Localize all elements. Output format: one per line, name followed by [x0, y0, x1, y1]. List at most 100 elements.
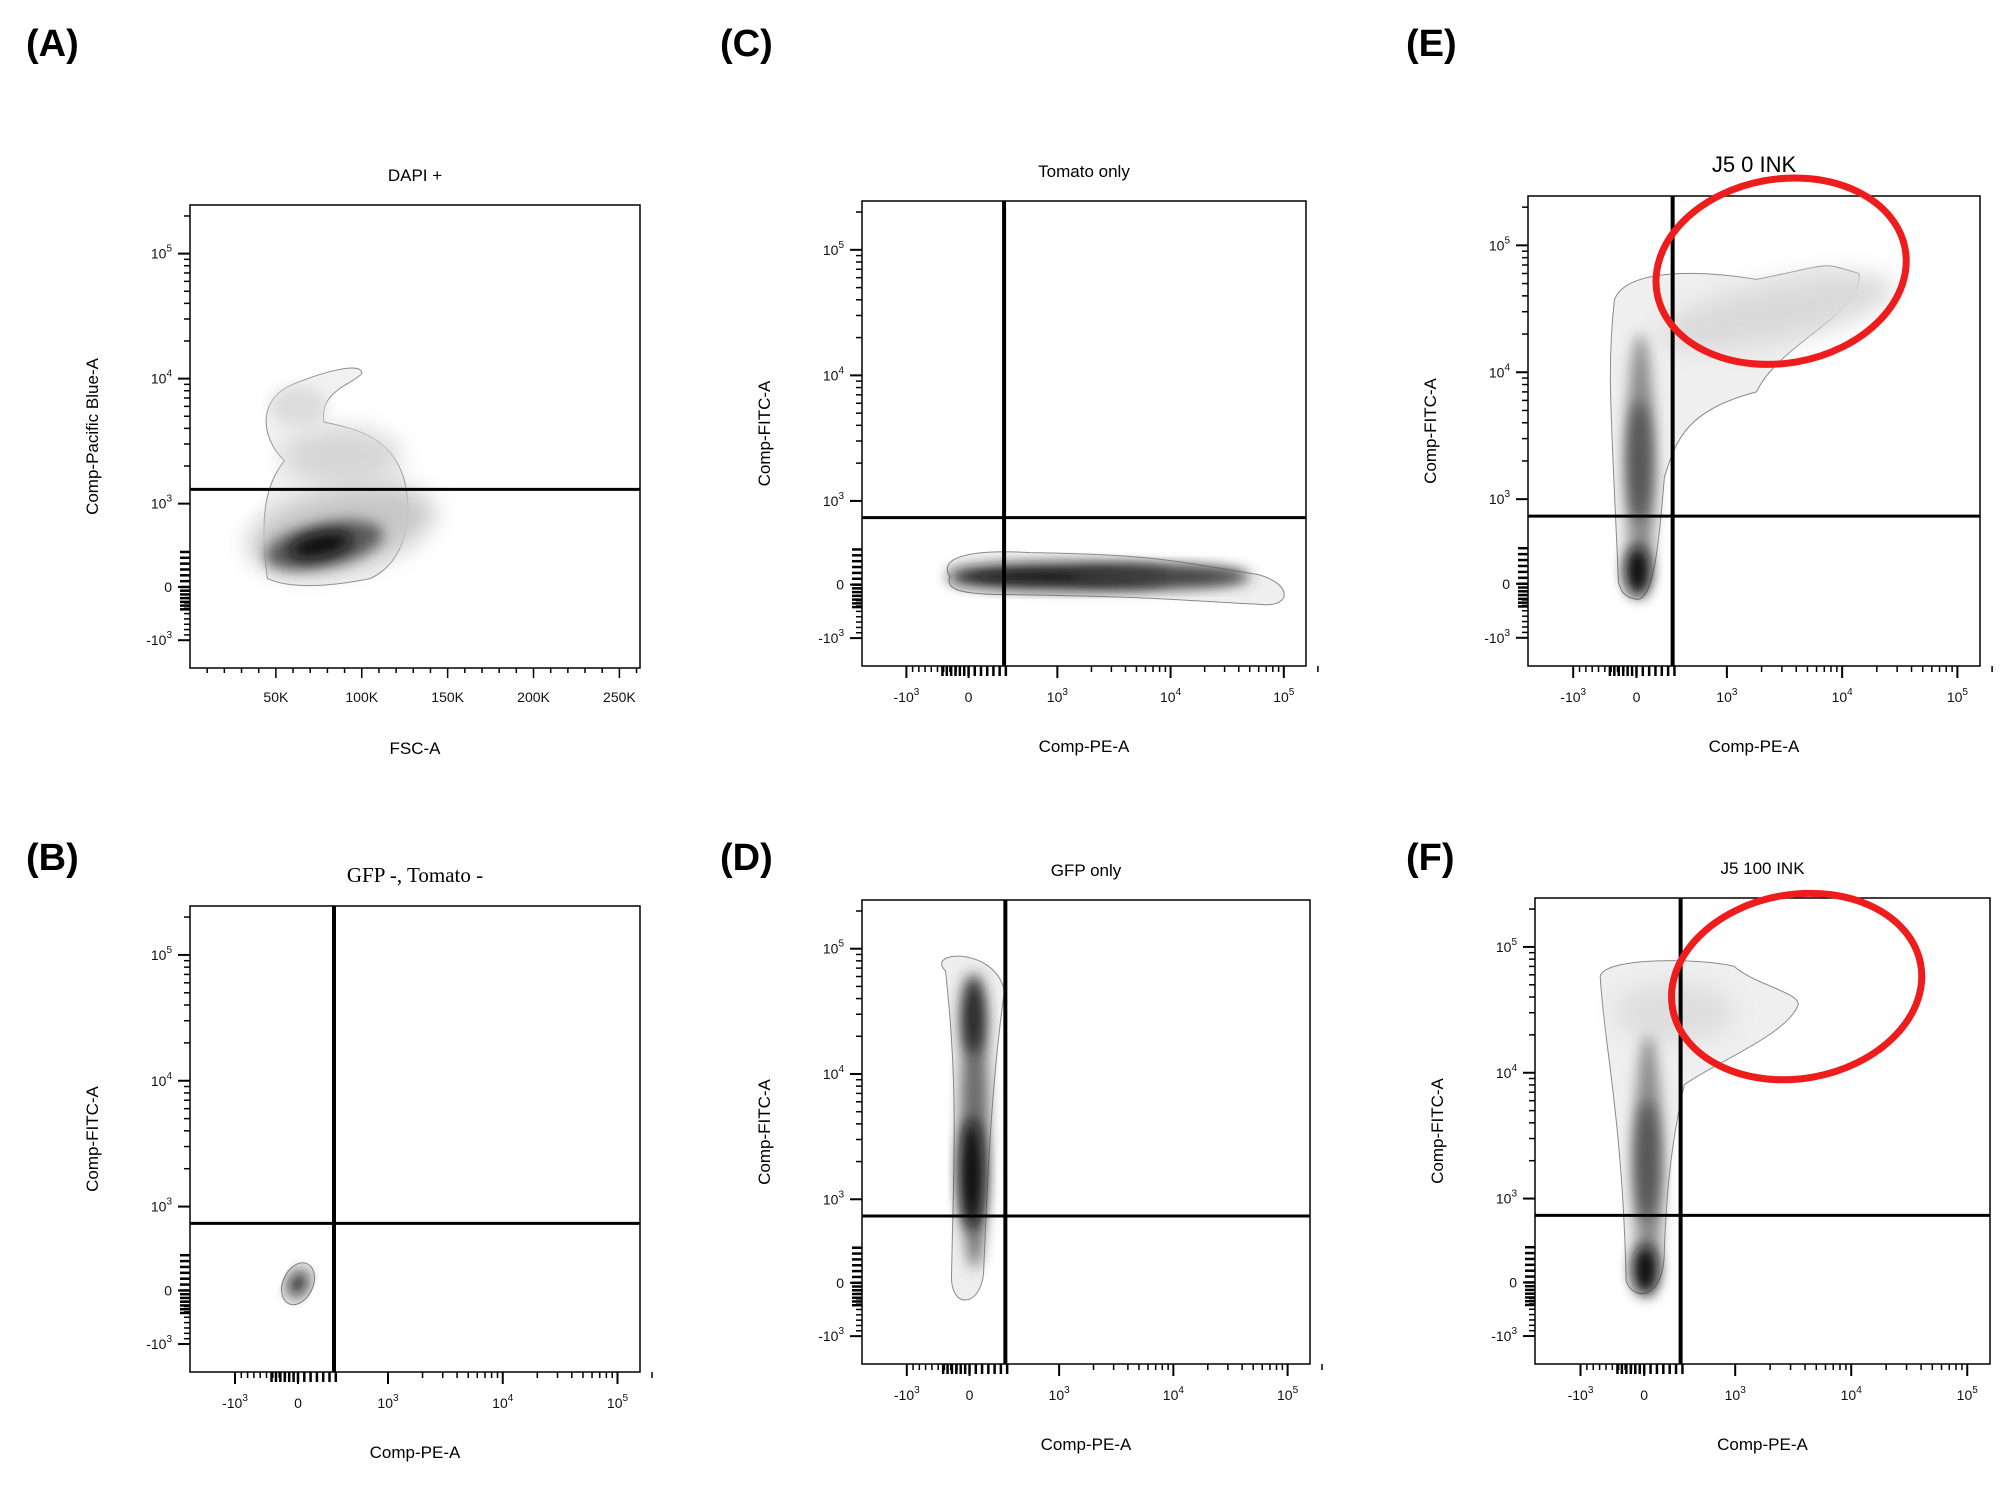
x-tick-label: 200K: [517, 689, 550, 705]
y-axis-label: Comp-FITC-A: [1421, 377, 1440, 483]
y-tick-label: 0: [164, 1282, 172, 1298]
y-tick-label: 104: [151, 369, 173, 387]
y-axis-label: Comp-FITC-A: [83, 1085, 102, 1191]
x-tick-label: 150K: [431, 689, 464, 705]
x-tick-label: 105: [1947, 687, 1969, 705]
y-tick-label: 105: [823, 939, 845, 957]
panel-label: (A): [26, 23, 79, 65]
chart-title: GFP only: [1051, 861, 1122, 880]
y-tick-label: 105: [823, 240, 845, 258]
panel-label: (C): [720, 23, 773, 65]
density-plot: [946, 551, 1285, 606]
x-tick-label: 104: [1841, 1385, 1863, 1403]
chart-title: GFP -, Tomato -: [347, 863, 483, 887]
panel-label: (B): [26, 837, 79, 879]
x-tick-label: -103: [894, 687, 920, 705]
x-tick-label: 0: [1633, 689, 1641, 705]
y-tick-label: 105: [151, 244, 173, 262]
y-tick-label: 0: [836, 577, 844, 593]
x-tick-label: 105: [607, 1393, 629, 1411]
density-peak-lower: [959, 1118, 984, 1229]
y-tick-label: 104: [151, 1071, 173, 1089]
y-tick-label: 0: [1502, 576, 1510, 592]
density-upper-lobe: [270, 386, 327, 427]
x-tick-label: 105: [1273, 687, 1295, 705]
panel-label: (E): [1406, 23, 1457, 65]
chart-title: J5 100 INK: [1720, 859, 1805, 878]
y-tick-label: -103: [1484, 628, 1510, 646]
y-tick-label: 104: [823, 1064, 845, 1082]
panel-a: (A) DAPI + FSC-A Comp-Pacific Blue-A 105 104 1…: [26, 23, 641, 758]
chart-title: DAPI +: [388, 166, 442, 185]
density-plot: [281, 1262, 315, 1306]
y-tick-label: 103: [1489, 489, 1511, 507]
plot-frame: [189, 204, 641, 669]
y-tick-label: 103: [151, 494, 173, 512]
x-tick-label: 103: [1049, 1385, 1071, 1403]
y-tick-label: 103: [151, 1197, 173, 1215]
x-tick-label: 104: [1832, 687, 1854, 705]
x-tick-label: -103: [894, 1385, 920, 1403]
panel-b: (B) GFP -, Tomato - Comp-PE-A Comp-FITC-A 10…: [26, 837, 653, 1462]
y-tick-label: 105: [1496, 937, 1518, 955]
density-plot: [1599, 960, 1799, 1296]
x-axis-label: Comp-PE-A: [1041, 1435, 1132, 1454]
density-mid-lobe: [281, 428, 402, 485]
y-tick-label: -103: [146, 630, 172, 648]
x-tick-label: -103: [1568, 1385, 1594, 1403]
x-tick-label: 103: [1725, 1385, 1747, 1403]
y-tick-label: -103: [818, 1326, 844, 1344]
x-tick-label: 103: [1047, 687, 1069, 705]
x-tick-label: 0: [966, 1387, 974, 1403]
y-axis-label: Comp-FITC-A: [1428, 1077, 1447, 1183]
density-upper-arm: [1660, 273, 1896, 351]
x-axis-label: Comp-PE-A: [1717, 1435, 1808, 1454]
y-tick-label: 0: [164, 579, 172, 595]
panel-e: (E) J5 0 INK Comp-PE-A Comp-FITC-A 105 104 103…: [1406, 23, 1993, 756]
panel-label: (D): [720, 837, 773, 879]
x-tick-label: 103: [1716, 687, 1738, 705]
panel-c: (C) Tomato only Comp-PE-A Comp-FITC-A 105 104…: [720, 23, 1319, 756]
x-tick-label: 50K: [263, 689, 289, 705]
y-axis-label: Comp-FITC-A: [755, 380, 774, 486]
y-tick-label: 0: [1509, 1274, 1517, 1290]
x-tick-label: 0: [965, 689, 973, 705]
x-tick-label: 105: [1957, 1385, 1979, 1403]
y-tick-label: 0: [836, 1275, 844, 1291]
x-tick-label: 104: [1160, 687, 1182, 705]
density-plot: [247, 367, 435, 587]
x-tick-label: 103: [377, 1393, 399, 1411]
x-tick-label: 105: [1277, 1385, 1299, 1403]
y-tick-label: 105: [1489, 235, 1511, 253]
y-tick-label: 104: [823, 365, 845, 383]
y-tick-label: 103: [823, 1189, 845, 1207]
density-band-mid: [1627, 400, 1652, 521]
plot-frame: [1527, 195, 1981, 667]
x-axis-label: Comp-PE-A: [1709, 737, 1800, 756]
y-tick-label: 103: [823, 491, 845, 509]
y-tick-label: 105: [151, 945, 173, 963]
chart-title: J5 0 INK: [1712, 152, 1797, 177]
y-tick-label: 104: [1489, 362, 1511, 380]
plot-frame: [861, 899, 1311, 1365]
y-tick-label: -103: [818, 628, 844, 646]
chart-title: Tomato only: [1038, 162, 1130, 181]
x-tick-label: 0: [1640, 1387, 1648, 1403]
density-plot: [1609, 265, 1896, 600]
density-band-mid: [1069, 566, 1250, 587]
highlight-ellipse: [1668, 889, 1926, 1084]
highlight-ellipse: [1652, 174, 1910, 368]
density-peak-upper: [961, 974, 986, 1055]
density-band-mid: [1635, 1100, 1660, 1221]
x-axis-label: FSC-A: [390, 739, 442, 758]
panel-d: (D) GFP only Comp-PE-A Comp-FITC-A 105 104 103…: [720, 837, 1323, 1454]
density-peak: [289, 531, 352, 559]
y-axis-label: Comp-Pacific Blue-A: [83, 357, 102, 514]
y-axis-label: Comp-FITC-A: [755, 1078, 774, 1184]
x-tick-label: 104: [492, 1393, 514, 1411]
y-tick-label: -103: [1491, 1326, 1517, 1344]
y-tick-label: 103: [1496, 1189, 1518, 1207]
x-tick-label: 100K: [345, 689, 378, 705]
